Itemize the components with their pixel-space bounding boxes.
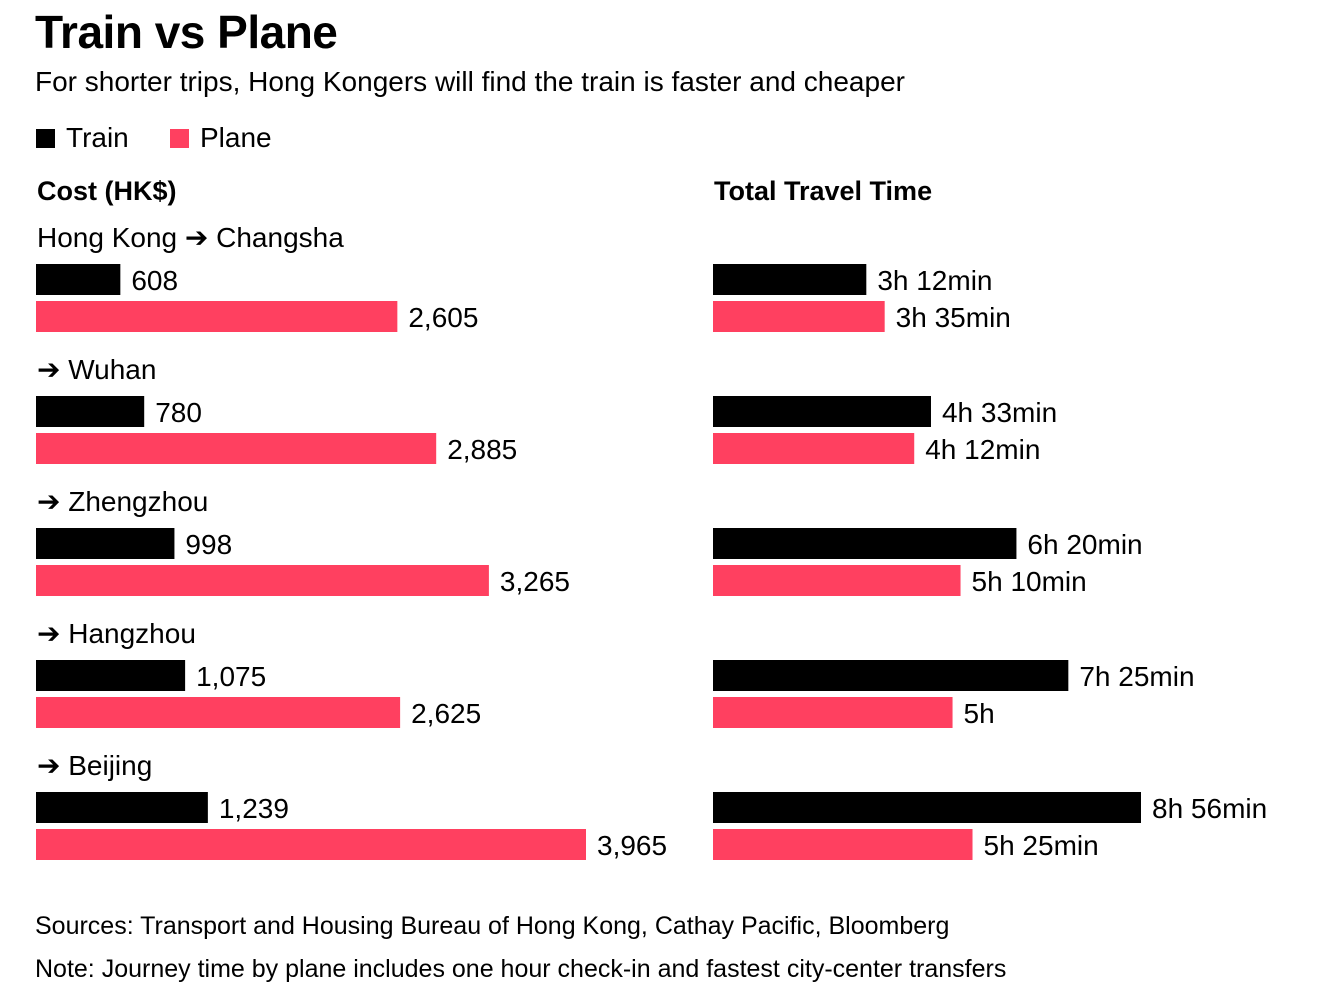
time-bar-train [713, 264, 867, 295]
time-bar-plane [713, 565, 961, 596]
cost-value-label: 780 [155, 397, 202, 428]
time-bar-plane [713, 301, 885, 332]
cost-value-label: 3,265 [500, 566, 570, 597]
time-value-label: 3h 12min [877, 265, 992, 296]
chart-subtitle: For shorter trips, Hong Kongers will fin… [35, 66, 905, 97]
chart-title: Train vs Plane [35, 6, 338, 58]
time-value-label: 3h 35min [896, 302, 1011, 333]
cost-bar-train [36, 792, 208, 823]
cost-bar-plane [36, 433, 437, 464]
legend-label-plane: Plane [200, 122, 272, 153]
legend-label-train: Train [66, 122, 129, 153]
cost-value-label: 1,239 [219, 793, 289, 824]
time-bar-train [713, 528, 1017, 559]
cost-value-label: 608 [131, 265, 178, 296]
time-value-label: 5h [964, 698, 995, 729]
methodology-note: Note: Journey time by plane includes one… [35, 955, 1007, 983]
bar-chart: Hong Kong ➔ Changsha 608 2,605 3h 12min 3h 3… [36, 222, 1267, 861]
time-value-label: 7h 25min [1079, 661, 1194, 692]
train-swatch-icon [36, 129, 55, 148]
cost-bar-train [36, 660, 186, 691]
cost-value-label: 998 [185, 529, 232, 560]
sources-note: Sources: Transport and Housing Bureau of… [35, 912, 950, 940]
time-value-label: 4h 12min [925, 434, 1040, 465]
time-value-label: 5h 10min [972, 566, 1087, 597]
cost-bar-plane [36, 697, 401, 728]
time-bar-plane [713, 433, 915, 464]
time-value-label: 4h 33min [942, 397, 1057, 428]
plane-swatch-icon [170, 129, 189, 148]
time-bar-plane [713, 829, 973, 860]
route-label: ➔ Hangzhou [37, 618, 196, 649]
time-bar-train [713, 396, 931, 427]
route-label: ➔ Beijing [37, 750, 152, 781]
route-label: ➔ Zhengzhou [37, 486, 208, 517]
time-bar-train [713, 792, 1141, 823]
time-bar-plane [713, 697, 953, 728]
time-panel-title: Total Travel Time [714, 176, 933, 206]
cost-value-label: 2,625 [411, 698, 481, 729]
cost-value-label: 1,075 [196, 661, 266, 692]
time-value-label: 6h 20min [1027, 529, 1142, 560]
cost-value-label: 2,885 [447, 434, 517, 465]
cost-bar-plane [36, 829, 586, 860]
route-label: Hong Kong ➔ Changsha [37, 222, 344, 253]
cost-bar-train [36, 264, 121, 295]
cost-value-label: 3,965 [597, 830, 667, 861]
cost-bar-train [36, 528, 175, 559]
cost-value-label: 2,605 [408, 302, 478, 333]
time-bar-train [713, 660, 1069, 691]
route-label: ➔ Wuhan [37, 354, 156, 385]
time-value-label: 8h 56min [1152, 793, 1267, 824]
cost-bar-train [36, 396, 145, 427]
time-value-label: 5h 25min [984, 830, 1099, 861]
cost-bar-plane [36, 565, 489, 596]
cost-bar-plane [36, 301, 398, 332]
cost-panel-title: Cost (HK$) [37, 176, 177, 206]
